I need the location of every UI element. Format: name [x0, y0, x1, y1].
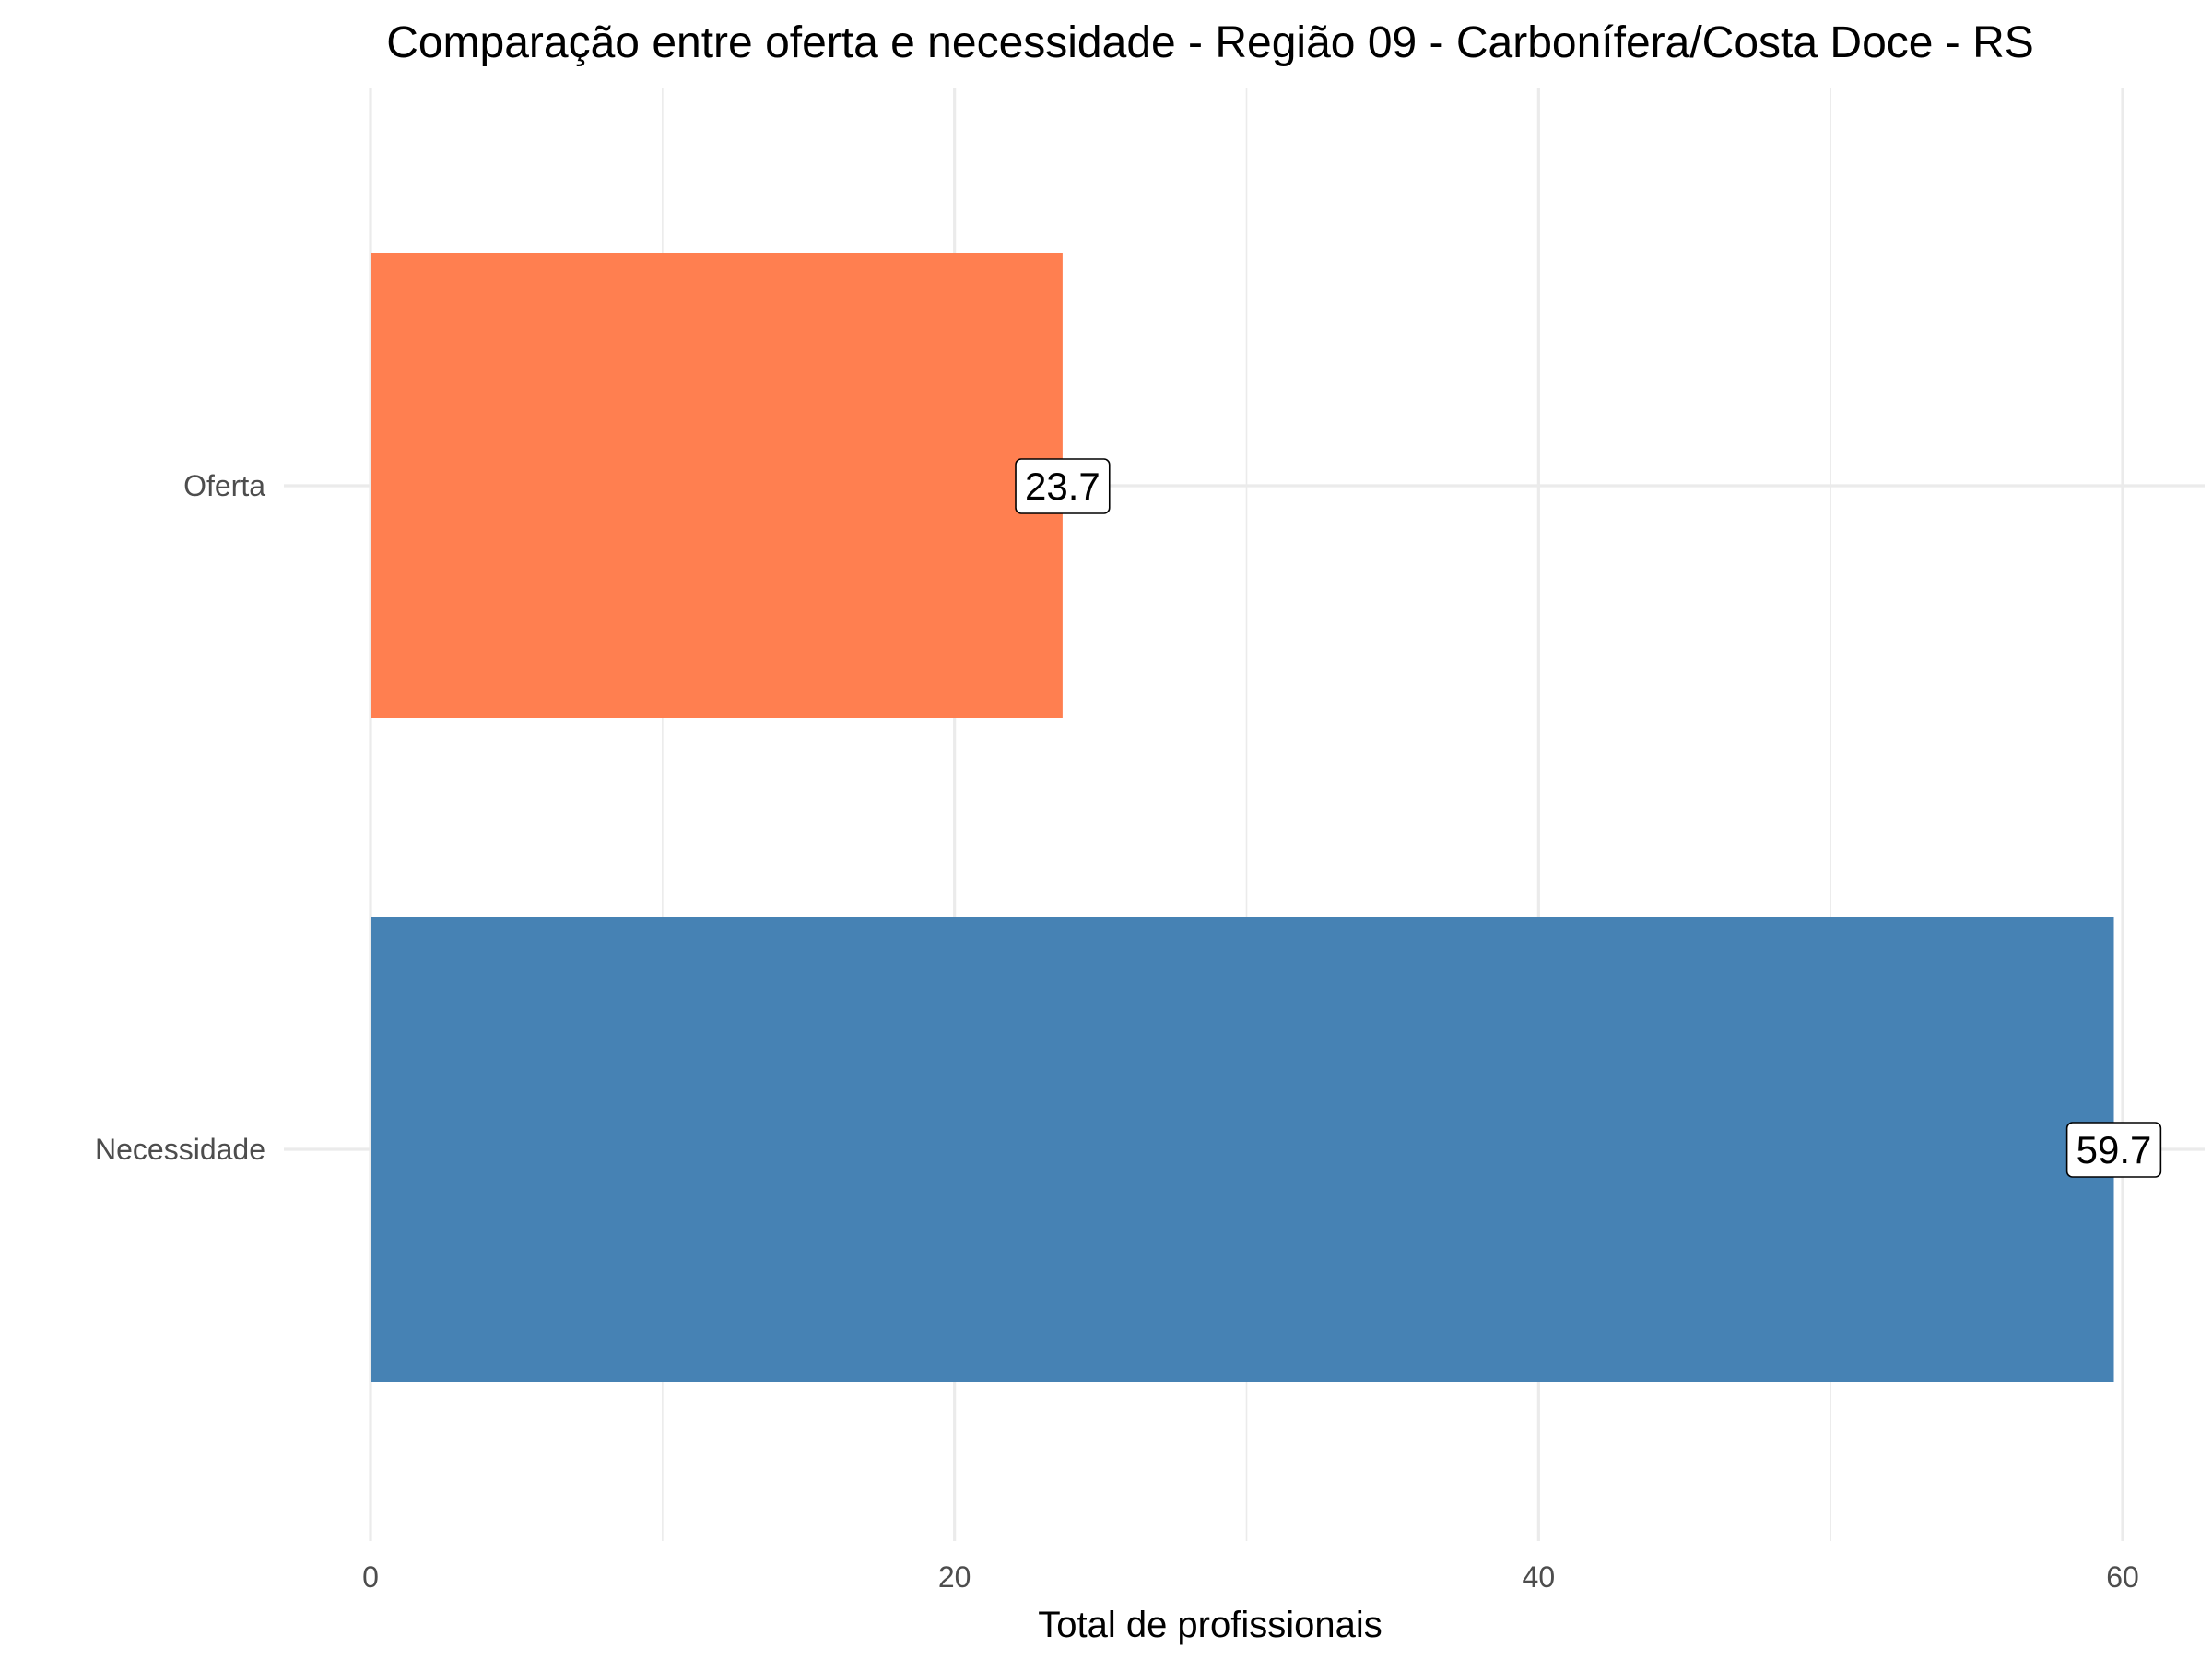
y-tick-label-oferta: Oferta — [183, 469, 265, 502]
x-tick-label: 0 — [362, 1560, 379, 1594]
data-label-value: 23.7 — [1025, 465, 1100, 508]
bar-necessidade — [371, 917, 2114, 1382]
chart-title: Comparação entre oferta e necessidade - … — [386, 18, 2034, 67]
x-tick-label: 60 — [2106, 1560, 2139, 1594]
x-tick-label: 20 — [938, 1560, 971, 1594]
data-label-necessidade: 59.7 — [2065, 1122, 2162, 1178]
y-tick-label-necessidade: Necessidade — [95, 1133, 265, 1166]
data-label-oferta: 23.7 — [1015, 458, 1111, 514]
bars — [371, 253, 2114, 1382]
data-label-box — [2065, 1122, 2162, 1178]
y-axis-tick-labels: Oferta Necessidade — [95, 469, 265, 1166]
data-labels: 23.7 59.7 — [1015, 458, 2162, 1178]
x-axis-tick-labels: 0 20 40 60 — [362, 1560, 2139, 1594]
data-label-value: 59.7 — [2077, 1128, 2152, 1171]
x-axis-title: Total de profissionais — [1038, 1605, 1382, 1645]
data-label-box — [1015, 458, 1111, 514]
x-tick-label: 40 — [1523, 1560, 1556, 1594]
bar-oferta — [371, 253, 1063, 718]
